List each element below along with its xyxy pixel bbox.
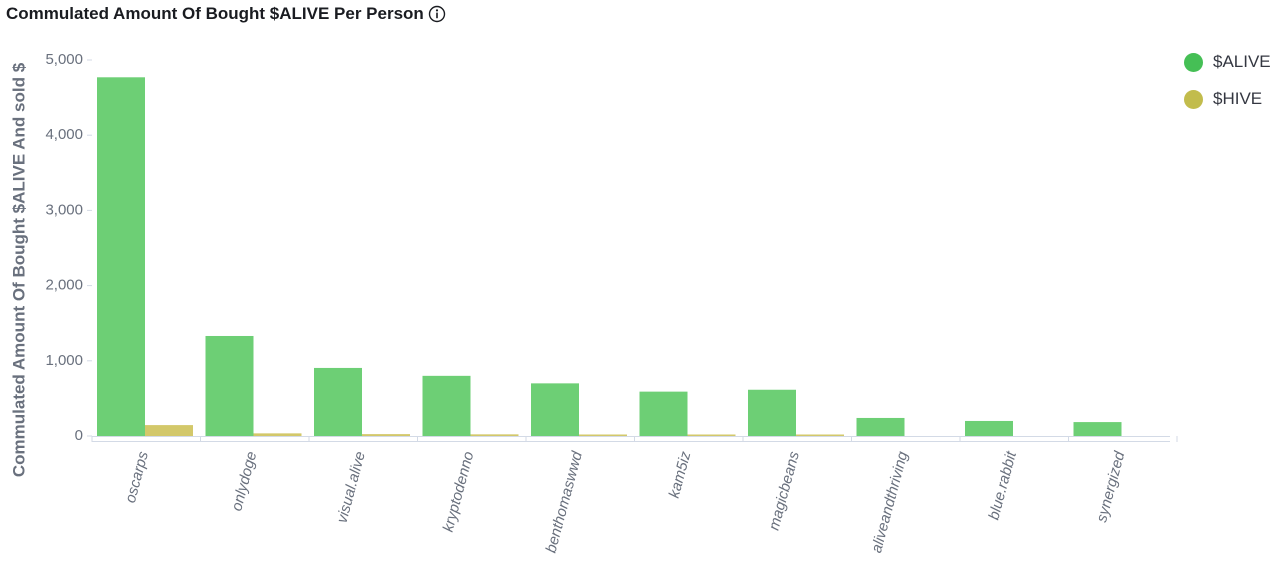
- bar-alive: [205, 335, 254, 436]
- legend: $ALIVE $HIVE: [1180, 50, 1280, 124]
- x-axis: oscarps onlydoge visual.alive kryptodenno be…: [91, 436, 1178, 555]
- x-tick-label: onlydoge: [228, 450, 260, 513]
- bar-hive: [145, 425, 193, 436]
- y-tick-label: 2,000: [45, 277, 83, 294]
- bar-hive: [470, 434, 519, 436]
- y-tick-label: 4,000: [45, 126, 83, 143]
- bar-hive: [687, 434, 736, 436]
- legend-swatch-alive: [1184, 52, 1203, 72]
- x-tick-label: magicbeans: [766, 449, 803, 532]
- x-tick-label: kam5iz: [666, 449, 695, 500]
- x-tick-label: kryptodenno: [440, 450, 478, 534]
- x-tick-label: benthomaswwd: [543, 449, 587, 555]
- panel-header: Commulated Amount Of Bought $ALIVE Per P…: [6, 3, 446, 25]
- bars: [97, 77, 1122, 437]
- bar-hive: [579, 434, 627, 436]
- legend-item-hive[interactable]: $HIVE: [1180, 87, 1280, 111]
- bar-alive: [97, 77, 145, 437]
- y-tick-label: 1,000: [45, 352, 83, 369]
- bar-alive: [531, 383, 579, 436]
- bar-hive: [253, 433, 302, 436]
- y-axis-title: Commulated Amount Of Bought $ALIVE And s…: [9, 62, 28, 477]
- legend-label: $HIVE: [1213, 89, 1263, 108]
- bar-alive: [639, 391, 688, 436]
- bar-alive: [422, 375, 471, 436]
- y-axis: 0 1,000 2,000 3,000 4,000 5,000: [45, 51, 92, 444]
- x-tick-label: blue.rabbit: [985, 449, 1020, 522]
- bar-hive: [796, 434, 844, 436]
- bar-alive: [314, 367, 362, 436]
- legend-swatch-hive: [1184, 89, 1203, 109]
- x-tick-label: oscarps: [122, 449, 152, 505]
- bar-alive: [856, 417, 905, 436]
- x-tick-label: visual.alive: [334, 450, 369, 525]
- legend-item-alive[interactable]: $ALIVE: [1180, 50, 1280, 74]
- bar-alive: [965, 420, 1013, 436]
- y-tick-label: 5,000: [45, 51, 83, 68]
- bar-alive: [1073, 422, 1122, 436]
- y-tick-label: 0: [75, 427, 83, 444]
- x-tick-label: aliveandthriving: [868, 449, 912, 555]
- bar-hive: [362, 434, 410, 436]
- panel-title: Commulated Amount Of Bought $ALIVE Per P…: [6, 4, 424, 23]
- x-tick-label: synergized: [1093, 449, 1128, 524]
- info-circle-icon[interactable]: [428, 5, 446, 23]
- legend-label: $ALIVE: [1213, 52, 1271, 71]
- y-tick-label: 3,000: [45, 201, 83, 218]
- bar-alive: [748, 389, 796, 436]
